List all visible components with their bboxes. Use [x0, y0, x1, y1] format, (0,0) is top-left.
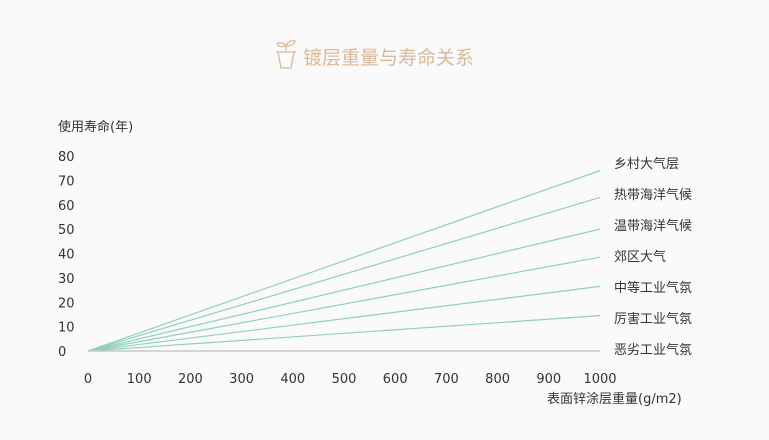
series-label: 中等工业气氛 [614, 280, 692, 296]
x-tick-label: 600 [383, 372, 408, 387]
x-axis-label: 表面锌涂层重量(g/m2) [547, 391, 682, 407]
x-tick-label: 800 [485, 372, 510, 387]
series-label: 热带海洋气候 [614, 187, 692, 203]
x-tick-label: 100 [127, 372, 152, 387]
x-tick-label: 300 [229, 372, 254, 387]
series-line [87, 256, 601, 352]
y-tick-label: 40 [58, 248, 75, 263]
x-tick-label: 200 [178, 372, 203, 387]
x-tick-label: 1000 [583, 372, 616, 387]
x-tick-label: 900 [536, 372, 561, 387]
chart-title: 镀层重量与寿命关系 [303, 47, 474, 69]
series-line [87, 285, 601, 352]
x-tick-label: 0 [84, 372, 92, 387]
y-tick-label: 70 [58, 174, 75, 189]
plant-pot-icon [276, 40, 296, 69]
y-tick-label: 20 [58, 296, 75, 311]
series-label: 郊区大气 [614, 249, 666, 265]
y-tick-label: 0 [58, 345, 66, 360]
y-tick-label: 50 [58, 223, 75, 238]
series-label: 恶劣工业气氛 [614, 342, 692, 358]
series-label: 厉害工业气氛 [614, 311, 692, 327]
series-label: 乡村大气层 [614, 156, 679, 172]
series-label: 温带海洋气候 [614, 218, 692, 234]
series-line [87, 228, 601, 352]
y-tick-label: 30 [58, 272, 75, 287]
x-tick-label: 400 [280, 372, 305, 387]
x-tick-label: 500 [332, 372, 357, 387]
series-line [87, 170, 601, 352]
x-tick-label: 700 [434, 372, 459, 387]
series-line [87, 315, 601, 352]
y-tick-label: 80 [58, 150, 75, 165]
y-tick-label: 10 [58, 321, 75, 336]
series-line [87, 196, 601, 352]
y-tick-label: 60 [58, 199, 75, 214]
y-axis-label: 使用寿命(年) [58, 119, 133, 135]
